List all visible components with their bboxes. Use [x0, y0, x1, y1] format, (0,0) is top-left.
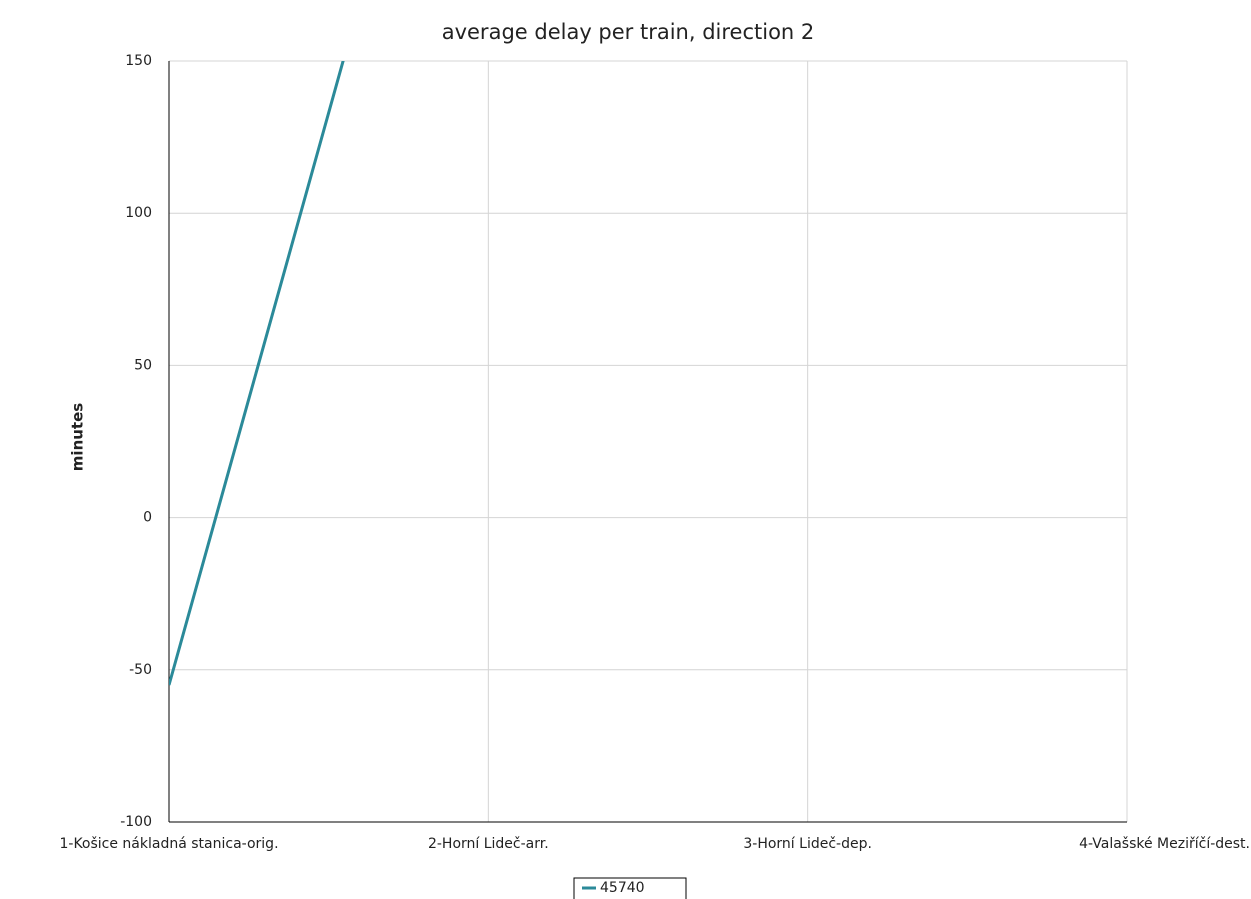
y-tick-label: 0	[143, 510, 152, 526]
y-tick-label: 150	[125, 53, 152, 69]
y-tick-label: 100	[125, 205, 152, 221]
chart-title: average delay per train, direction 2	[442, 20, 815, 44]
series-line	[169, 61, 345, 686]
legend-label: 45740	[600, 880, 645, 896]
x-tick-label: 1-Košice nákladná stanica-orig.	[59, 836, 278, 852]
y-tick-label: 50	[134, 357, 152, 373]
y-axis-label: minutes	[69, 403, 87, 471]
legend-box	[573, 877, 687, 899]
x-tick-label: 4-Valašské Meziříčí-dest.	[1079, 836, 1250, 852]
x-tick-label: 3-Horní Lideč-dep.	[743, 836, 872, 852]
x-tick-label: 2-Horní Lideč-arr.	[428, 836, 549, 852]
y-tick-label: -50	[129, 662, 152, 678]
y-tick-label: -100	[120, 814, 152, 830]
plot-area	[169, 61, 345, 686]
